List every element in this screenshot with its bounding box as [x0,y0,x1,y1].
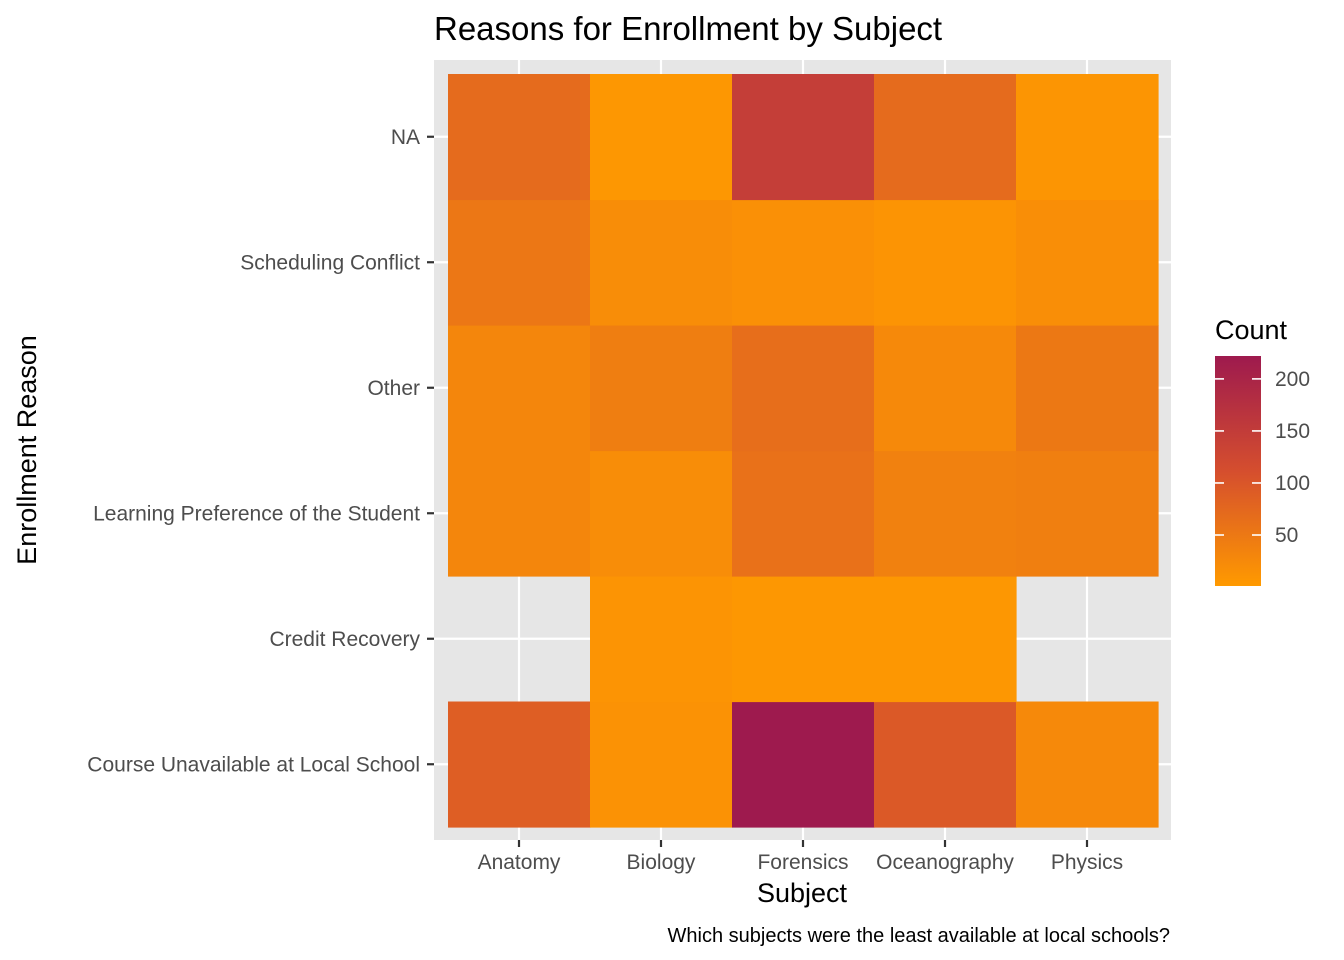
x-tick-label-anatomy: Anatomy [478,851,561,874]
legend-label-200: 200 [1275,368,1310,391]
legend-colorbar [1215,356,1261,586]
chart-title: Reasons for Enrollment by Subject [434,10,942,47]
legend-label-100: 100 [1275,472,1310,495]
y-tick-label-learning-preference-of-the-student: Learning Preference of the Student [93,502,420,525]
tile-learning-preference-of-the-student-physics [1016,450,1159,577]
tile-scheduling-conflict-biology [590,199,733,326]
x-tick-label-oceanography: Oceanography [876,851,1014,874]
tile-learning-preference-of-the-student-oceanography [874,450,1017,577]
tile-course-unavailable-at-local-school-forensics [732,701,875,828]
tile-na-biology [590,74,733,201]
tile-course-unavailable-at-local-school-biology [590,701,733,828]
tile-credit-recovery-biology [590,576,733,703]
tile-scheduling-conflict-oceanography [874,199,1017,326]
tile-learning-preference-of-the-student-forensics [732,450,875,577]
tile-scheduling-conflict-physics [1016,199,1159,326]
x-tick-label-biology: Biology [627,851,696,874]
x-tick-label-forensics: Forensics [757,851,848,874]
tile-scheduling-conflict-anatomy [448,199,591,326]
y-tick-label-course-unavailable-at-local-school: Course Unavailable at Local School [87,753,420,776]
tile-credit-recovery-oceanography [874,576,1017,703]
legend-title: Count [1215,315,1288,345]
tile-learning-preference-of-the-student-anatomy [448,450,591,577]
tile-scheduling-conflict-forensics [732,199,875,326]
y-axis: Course Unavailable at Local School Credit… [87,126,434,776]
tile-na-anatomy [448,74,591,201]
tile-learning-preference-of-the-student-biology [590,450,733,577]
tile-other-anatomy [448,325,591,452]
tile-other-forensics [732,325,875,452]
y-tick-label-credit-recovery: Credit Recovery [269,628,420,651]
x-axis-title: Subject [757,878,848,908]
tile-course-unavailable-at-local-school-anatomy [448,701,591,828]
tile-other-oceanography [874,325,1017,452]
y-tick-label-na: NA [391,126,420,149]
tile-other-physics [1016,325,1159,452]
legend-label-150: 150 [1275,420,1310,443]
tile-course-unavailable-at-local-school-oceanography [874,701,1017,828]
legend-label-50: 50 [1275,524,1298,547]
heatmap-tiles [448,74,1159,828]
tile-other-biology [590,325,733,452]
tile-na-oceanography [874,74,1017,201]
color-legend: Count 50 100 150 200 [1215,315,1310,586]
tile-na-forensics [732,74,875,201]
chart-caption: Which subjects were the least available … [668,925,1170,947]
x-axis: Anatomy Biology Forensics Oceanography Physi… [478,840,1123,874]
y-tick-label-scheduling-conflict: Scheduling Conflict [240,251,420,274]
tile-credit-recovery-forensics [732,576,875,703]
tile-course-unavailable-at-local-school-physics [1016,701,1159,828]
x-tick-label-physics: Physics [1051,851,1123,874]
y-tick-label-other: Other [367,377,420,400]
tile-na-physics [1016,74,1159,201]
y-axis-title: Enrollment Reason [12,335,42,565]
